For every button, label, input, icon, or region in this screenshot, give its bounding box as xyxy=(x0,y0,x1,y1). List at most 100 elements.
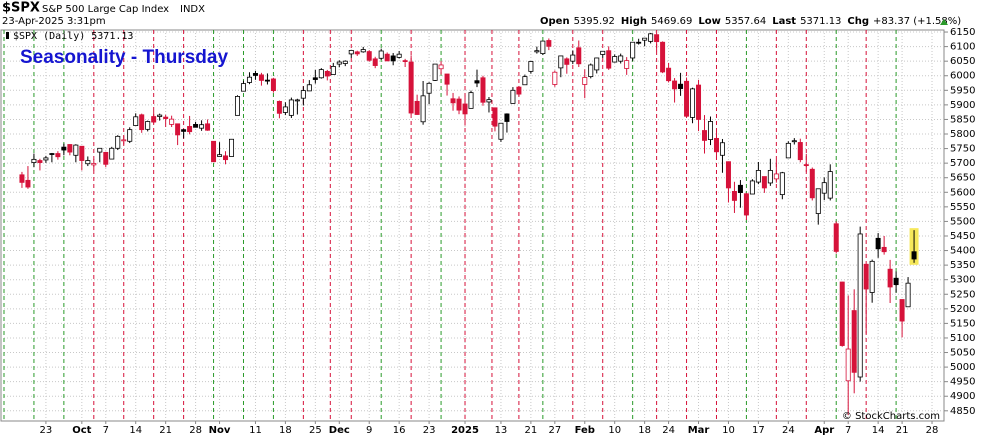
candle-body xyxy=(719,142,725,156)
candle-body xyxy=(85,160,91,165)
candle-body xyxy=(157,114,163,117)
candle-body xyxy=(630,41,636,59)
candle-body xyxy=(684,80,690,117)
candle-body xyxy=(672,80,678,90)
candle-body xyxy=(97,147,103,153)
candle-body xyxy=(785,142,791,159)
candle-body xyxy=(480,77,486,103)
candle-body xyxy=(396,53,402,58)
candle-body xyxy=(534,50,540,53)
candle-body xyxy=(199,124,205,129)
y-tick-label: 5600 xyxy=(950,187,975,198)
candle-body xyxy=(773,173,779,180)
x-tick-label: 18 xyxy=(638,425,651,436)
candle-body xyxy=(336,61,342,65)
x-tick-label: 16 xyxy=(393,425,406,436)
candle-body xyxy=(498,122,504,140)
candle-body xyxy=(522,76,528,86)
y-tick-label: 5200 xyxy=(950,304,975,315)
candle-body xyxy=(211,140,217,163)
x-tick-label: 24 xyxy=(782,425,795,436)
candle-body xyxy=(175,123,181,136)
candle-body xyxy=(91,163,97,166)
candle-body xyxy=(582,77,588,85)
exchange: INDX xyxy=(180,4,205,15)
candle-body xyxy=(384,53,390,62)
y-tick-label: 5900 xyxy=(950,100,975,111)
candle-body xyxy=(594,57,600,71)
candle-body xyxy=(360,49,366,53)
y-tick-label: 5650 xyxy=(950,173,975,184)
candle-body xyxy=(145,121,151,130)
quote-label: High xyxy=(621,16,647,27)
candle-body xyxy=(893,277,899,286)
candle-body xyxy=(402,60,408,62)
candle-body xyxy=(660,41,666,73)
candle-body xyxy=(234,96,240,116)
candle-body xyxy=(169,118,175,125)
candle-body xyxy=(899,299,905,322)
y-tick-label: 5800 xyxy=(950,129,975,140)
candle-body xyxy=(264,79,270,82)
candle-body xyxy=(127,129,133,142)
candle-body xyxy=(450,98,456,104)
candle-body xyxy=(444,73,450,85)
candle-body xyxy=(552,71,558,85)
quote-label: Chg xyxy=(847,16,869,27)
quote-value: 5395.92 xyxy=(574,16,615,27)
x-tick-label: 17 xyxy=(752,425,765,436)
x-tick-label: 28 xyxy=(926,425,939,436)
candle-body xyxy=(713,137,719,153)
legend: $SPX (Daily) 5371.13 xyxy=(13,31,133,42)
candle-body xyxy=(779,172,785,196)
watermark: © StockCharts.com xyxy=(842,411,940,422)
x-tick-label: Mar xyxy=(688,425,710,436)
candle-body xyxy=(366,51,372,61)
candle-body xyxy=(390,55,396,62)
quote-value: 5357.64 xyxy=(725,16,766,27)
y-tick-label: 6100 xyxy=(950,42,975,53)
y-tick-label: 4950 xyxy=(950,377,975,388)
candle-body xyxy=(839,281,845,346)
candle-body xyxy=(642,37,648,41)
candle-body xyxy=(863,263,869,290)
grid-layer: 4850 4900 4950 5000 5050 5100 5150 5200 5250 5300… xyxy=(1,27,975,436)
candle-body xyxy=(294,99,300,102)
candle-body xyxy=(845,348,851,382)
candle-body xyxy=(426,82,432,94)
x-tick-label: Apr xyxy=(814,425,834,436)
candle-body xyxy=(246,76,252,83)
candle-body xyxy=(330,66,336,75)
quote-value: 5371.13 xyxy=(800,16,841,27)
candle-body xyxy=(546,40,552,47)
x-tick-label: 21 xyxy=(896,425,909,436)
candle-body xyxy=(276,100,282,114)
x-tick-label: Feb xyxy=(575,425,595,436)
candle-body xyxy=(462,103,468,115)
candle-body xyxy=(67,144,73,153)
candle-body xyxy=(318,69,324,79)
candle-body xyxy=(229,138,235,157)
candle-body xyxy=(420,95,426,123)
candle-body xyxy=(887,268,893,288)
x-tick-label: 23 xyxy=(423,425,436,436)
candle-body xyxy=(31,158,37,163)
candle-body xyxy=(456,98,462,111)
candle-body xyxy=(851,310,857,373)
x-tick-label: 21 xyxy=(525,425,538,436)
mark-layer xyxy=(19,32,919,416)
candle-body xyxy=(905,282,911,308)
candle-body xyxy=(432,63,438,81)
candle-body xyxy=(408,61,414,114)
x-tick-label: 13 xyxy=(495,425,508,436)
candle-body xyxy=(270,78,276,92)
candle-body xyxy=(163,116,169,119)
quote-value: +83.37 (+1.58%) xyxy=(873,16,961,27)
x-tick-label: Oct xyxy=(72,425,91,436)
candle-body xyxy=(474,80,480,84)
candle-body xyxy=(725,161,731,189)
candle-body xyxy=(749,180,755,195)
chart-title: Seasonality - Thursday xyxy=(20,47,228,68)
candle-body xyxy=(827,171,833,199)
